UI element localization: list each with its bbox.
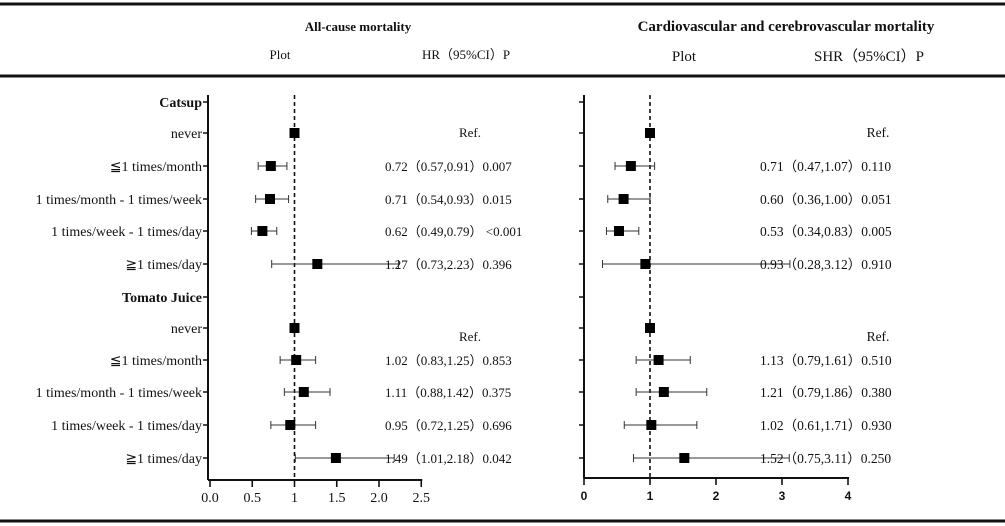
point-estimate-marker <box>265 161 276 171</box>
x-tick-label: 0.5 <box>244 491 262 506</box>
left-panel-title: All-cause mortality <box>305 19 412 34</box>
x-tick-label: 0 <box>581 489 588 503</box>
point-estimate-marker <box>257 226 268 236</box>
row-label: ≦1 times/month <box>110 160 202 175</box>
row-label: ≧1 times/day <box>125 258 202 273</box>
estimate-text: 0.71（0.47,1.07）0.110 <box>760 159 891 174</box>
point-estimate-marker <box>646 420 657 430</box>
row-label: 1 times/month - 1 times/week <box>36 193 202 208</box>
x-tick-label: 1 <box>291 491 298 506</box>
row-label: 1 times/week - 1 times/day <box>51 419 202 434</box>
x-tick-label: 2.5 <box>413 491 431 506</box>
estimate-text: 1.02（0.83,1.25）0.853 <box>385 353 512 368</box>
estimate-text: 0.95（0.72,1.25）0.696 <box>385 418 512 433</box>
point-estimate-marker <box>653 355 664 365</box>
point-estimate-marker <box>291 355 302 365</box>
point-estimate-marker <box>330 453 341 463</box>
point-estimate-marker <box>640 259 651 269</box>
point-estimate-marker <box>679 453 690 463</box>
reference-label: Ref. <box>459 125 481 140</box>
x-tick-label: 3 <box>779 489 786 503</box>
x-tick-label: 2 <box>713 489 720 503</box>
point-estimate-marker <box>613 226 624 236</box>
left-plot-header: Plot <box>270 47 291 62</box>
estimate-text: 1.13（0.79,1.61）0.510 <box>760 353 892 368</box>
estimate-text: 1.52（0.75,3.11）0.250 <box>760 451 891 466</box>
row-label: ≧1 times/day <box>125 452 202 467</box>
point-estimate-marker <box>289 128 300 138</box>
row-label: 1 times/week - 1 times/day <box>51 225 202 240</box>
x-tick-label: 1.5 <box>328 491 346 506</box>
x-tick-label: 2.0 <box>370 491 388 506</box>
estimate-text: 0.53（0.34,0.83）0.005 <box>760 224 892 239</box>
row-label: never <box>171 127 202 142</box>
estimate-text: 1.11（0.88,1.42）0.375 <box>385 385 511 400</box>
point-estimate-marker <box>645 323 655 333</box>
reference-label: Ref. <box>867 329 890 344</box>
row-label: ≦1 times/month <box>110 354 202 369</box>
group-label: Catsup <box>159 96 202 111</box>
estimate-text: 1.27（0.73,2.23）0.396 <box>385 257 512 272</box>
point-estimate-marker <box>285 420 296 430</box>
reference-label: Ref. <box>867 125 890 140</box>
estimate-text: 1.49（1.01,2.18）0.042 <box>385 451 512 466</box>
x-tick-label: 1 <box>647 489 654 503</box>
right-panel-title: Cardiovascular and cerebrovascular morta… <box>638 19 935 35</box>
estimate-text: 1.21（0.79,1.86）0.380 <box>760 385 892 400</box>
point-estimate-marker <box>298 387 309 397</box>
right-stat-header: SHR（95%CI）P <box>814 48 924 65</box>
reference-label: Ref. <box>459 329 481 344</box>
estimate-text: 0.72（0.57,0.91）0.007 <box>385 159 512 174</box>
estimate-text: 0.93（0.28,3.12）0.910 <box>760 257 892 272</box>
left-forest-panel: 0.0 0.5 1 1.5 2.0 2.5 Catsup never Ref. ≦1 times/… <box>36 95 522 506</box>
point-estimate-marker <box>312 259 323 269</box>
estimate-text: 0.62（0.49,0.79） <0.001 <box>385 224 522 239</box>
x-tick-label: 4 <box>845 489 852 503</box>
left-stat-header: HR（95%CI）P <box>422 47 510 62</box>
row-label: never <box>171 322 202 337</box>
point-estimate-marker <box>625 161 636 171</box>
point-estimate-marker <box>658 387 669 397</box>
estimate-text: 0.71（0.54,0.93）0.015 <box>385 192 512 207</box>
right-plot-header: Plot <box>672 49 697 65</box>
estimate-text: 1.02（0.61,1.71）0.930 <box>760 418 892 433</box>
row-label: 1 times/month - 1 times/week <box>36 386 202 401</box>
estimate-text: 0.60（0.36,1.00）0.051 <box>760 192 892 207</box>
point-estimate-marker <box>618 194 629 204</box>
point-estimate-marker <box>264 194 275 204</box>
point-estimate-marker <box>289 323 300 333</box>
point-estimate-marker <box>645 128 655 138</box>
x-tick-label: 0.0 <box>201 491 219 506</box>
group-label: Tomato Juice <box>122 291 202 306</box>
right-forest-panel: 0 1 2 3 4 Ref. 0.71（0.47,1.07）0.110 0.60（0.36,1… <box>579 95 892 503</box>
